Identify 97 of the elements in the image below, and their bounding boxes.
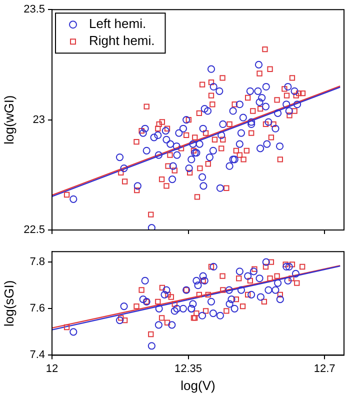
- point: [70, 328, 78, 336]
- point: [264, 286, 272, 294]
- point: [207, 298, 216, 306]
- point: [199, 272, 207, 280]
- point: [282, 262, 288, 268]
- point: [288, 276, 294, 282]
- point: [277, 292, 283, 298]
- point: [196, 292, 202, 298]
- point: [245, 292, 251, 298]
- point: [148, 331, 154, 338]
- point: [192, 276, 200, 284]
- point: [194, 310, 200, 316]
- x-tick-label: 12.35: [174, 362, 202, 375]
- point: [261, 298, 268, 304]
- point: [267, 276, 273, 282]
- y-tick-label: 7.6: [30, 302, 45, 315]
- y-tick-label: 23: [32, 114, 45, 126]
- point: [148, 342, 156, 350]
- point: [208, 264, 214, 270]
- point: [160, 290, 168, 298]
- point: [285, 262, 293, 271]
- point: [256, 293, 264, 301]
- point: [202, 308, 209, 314]
- point: [198, 312, 206, 320]
- point: [170, 307, 178, 315]
- point: [200, 276, 208, 284]
- point: [237, 286, 246, 294]
- point: [168, 321, 176, 329]
- x-axis-title: log(V): [180, 378, 216, 393]
- point: [209, 309, 217, 318]
- point: [289, 262, 296, 268]
- point: [155, 304, 163, 312]
- point: [158, 315, 165, 321]
- point: [216, 312, 224, 320]
- point: [154, 321, 162, 329]
- point: [173, 304, 181, 312]
- x-tick-label: 12: [46, 362, 58, 375]
- point: [248, 290, 256, 298]
- point: [244, 272, 252, 280]
- point: [236, 268, 244, 276]
- point: [230, 304, 238, 312]
- point: [256, 274, 264, 282]
- point: [220, 273, 226, 279]
- point: [250, 268, 258, 276]
- point: [292, 270, 300, 278]
- point: [274, 279, 282, 287]
- point: [139, 296, 147, 304]
- point: [179, 304, 188, 312]
- point: [224, 308, 230, 314]
- point: [294, 280, 300, 286]
- point: [225, 286, 233, 294]
- point: [120, 302, 128, 310]
- y-axis-title: log(sGI): [1, 280, 16, 327]
- point: [134, 303, 140, 310]
- point: [164, 320, 170, 326]
- y-tick-label: 22.5: [24, 224, 45, 236]
- point: [262, 258, 270, 266]
- point: [159, 284, 166, 291]
- point: [194, 282, 202, 290]
- point: [189, 300, 197, 308]
- point: [252, 266, 258, 272]
- point: [247, 278, 254, 284]
- point: [138, 287, 144, 293]
- x-tick-label: 12.7: [314, 362, 336, 375]
- legend-label: Left hemi.: [89, 16, 146, 32]
- point: [276, 296, 284, 304]
- point: [236, 276, 242, 282]
- point: [220, 287, 226, 293]
- point: [205, 292, 211, 298]
- point: [168, 294, 174, 300]
- point: [155, 298, 161, 304]
- point: [233, 296, 239, 302]
- point: [226, 300, 234, 308]
- point: [122, 317, 128, 324]
- legend-label: Right hemi.: [89, 33, 155, 48]
- point: [162, 286, 170, 294]
- point: [272, 286, 280, 294]
- point: [240, 303, 246, 310]
- point: [228, 296, 236, 304]
- point: [141, 276, 149, 284]
- point: [210, 262, 218, 271]
- point: [172, 301, 178, 307]
- point: [282, 262, 290, 271]
- point: [200, 278, 206, 284]
- y-axis-title: log(wGI): [1, 95, 16, 144]
- point: [262, 264, 269, 270]
- point: [284, 276, 292, 284]
- y-tick-label: 23.5: [24, 4, 45, 16]
- point: [118, 315, 124, 321]
- point: [300, 264, 306, 270]
- point: [268, 259, 274, 265]
- point: [116, 316, 124, 324]
- y-tick-label: 7.8: [30, 256, 45, 268]
- point: [165, 292, 171, 298]
- point: [274, 273, 280, 279]
- point: [64, 324, 70, 330]
- y-tick-label: 7.4: [30, 349, 45, 362]
